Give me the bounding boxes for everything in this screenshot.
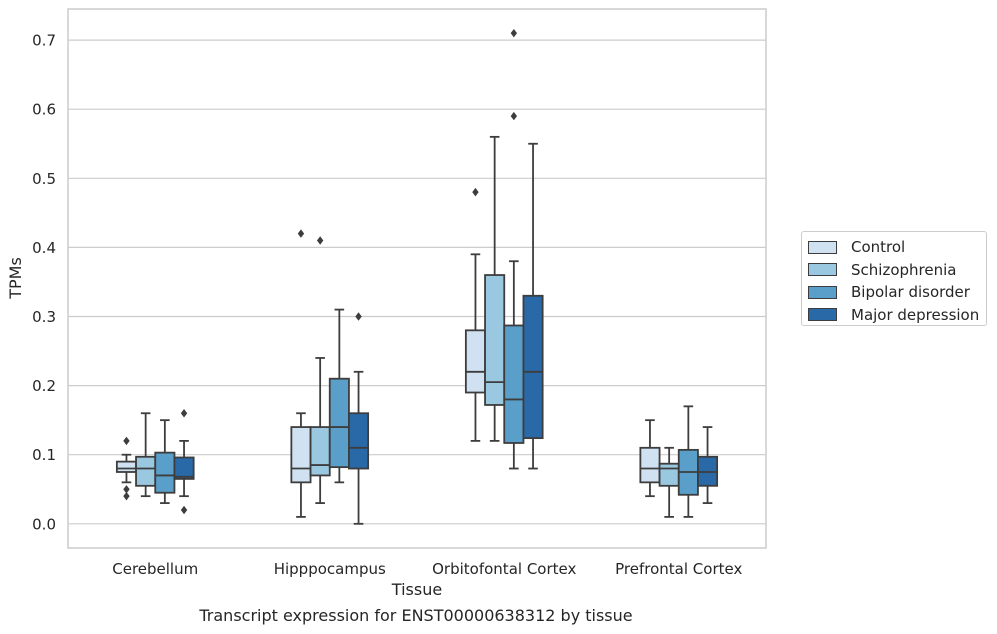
chart-caption: Transcript expression for ENST0000063831… — [199, 606, 633, 625]
outlier-point — [180, 505, 188, 515]
outlier-point — [123, 485, 130, 494]
legend: Control Schizophrenia Bipolar disorder M… — [801, 231, 987, 326]
legend-swatch-control — [808, 240, 837, 254]
series-major-depression — [173, 142, 719, 525]
series-control — [115, 187, 661, 518]
x-tick-label: Prefrontal Cortex — [615, 560, 742, 578]
x-axis-ticks: Cerebellum Hipppocampus Orbitofontal Corte… — [112, 560, 742, 578]
legend-label-bipolar-disorder: Bipolar disorder — [851, 283, 970, 302]
legend-swatch-major-depression — [808, 308, 837, 322]
legend-swatch-bipolar-disorder — [808, 285, 837, 299]
legend-label-major-depression: Major depression — [851, 305, 980, 324]
outlier-point — [510, 111, 518, 121]
box — [135, 455, 157, 487]
outlier-point — [510, 28, 518, 38]
y-tick-label: 0.4 — [32, 239, 56, 257]
box — [154, 451, 176, 494]
grid-lines — [68, 39, 766, 525]
outlier-point — [297, 229, 305, 238]
legend-item-major-depression: Major depression — [808, 304, 986, 327]
box — [503, 324, 525, 444]
y-tick-label: 0.1 — [32, 446, 56, 464]
box — [115, 460, 137, 473]
outlier-point — [123, 436, 130, 446]
outlier-point — [123, 491, 130, 501]
outlier-point — [180, 409, 188, 418]
x-axis-label: Tissue — [391, 580, 442, 599]
legend-item-bipolar-disorder: Bipolar disorder — [808, 281, 986, 304]
box — [309, 426, 331, 477]
y-tick-label: 0.3 — [32, 308, 56, 326]
y-tick-label: 0.0 — [32, 515, 56, 533]
series-schizophrenia — [135, 135, 680, 518]
box — [328, 377, 350, 469]
y-tick-label: 0.2 — [32, 377, 56, 395]
y-axis-label: TPMs — [6, 257, 25, 300]
outlier-point — [355, 312, 362, 321]
legend-item-schizophrenia: Schizophrenia — [808, 259, 986, 282]
box — [290, 426, 312, 484]
outlier-point — [472, 187, 479, 197]
x-tick-label: Hipppocampus — [274, 560, 386, 578]
legend-item-control: Control — [808, 236, 986, 259]
legend-label-control: Control — [851, 238, 906, 257]
y-tick-label: 0.7 — [32, 32, 56, 50]
series-bipolar-disorder — [154, 28, 699, 518]
box — [484, 274, 506, 406]
box — [639, 446, 661, 484]
legend-swatch-schizophrenia — [808, 263, 837, 277]
box-series — [115, 28, 719, 525]
box — [348, 412, 370, 470]
plot-frame — [67, 8, 767, 549]
y-tick-label: 0.5 — [32, 170, 56, 188]
y-tick-label: 0.6 — [32, 101, 56, 119]
box — [464, 329, 486, 394]
box — [522, 294, 544, 440]
x-tick-label: Cerebellum — [112, 560, 198, 578]
y-axis-ticks: 0.0 0.1 0.2 0.3 0.4 0.5 0.6 0.7 — [32, 32, 56, 534]
outlier-point — [316, 236, 324, 245]
box — [173, 456, 195, 480]
x-tick-label: Orbitofontal Cortex — [432, 560, 576, 578]
box — [658, 462, 680, 487]
legend-label-schizophrenia: Schizophrenia — [851, 260, 957, 279]
